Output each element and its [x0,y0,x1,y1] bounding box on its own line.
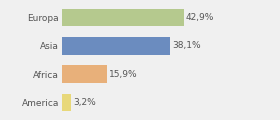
Text: 15,9%: 15,9% [109,70,138,79]
Text: 38,1%: 38,1% [172,41,201,50]
Bar [62,94,71,111]
Bar [62,65,107,83]
Bar [62,37,170,55]
Text: 3,2%: 3,2% [73,98,96,107]
Text: 42,9%: 42,9% [186,13,214,22]
Bar [62,9,184,26]
